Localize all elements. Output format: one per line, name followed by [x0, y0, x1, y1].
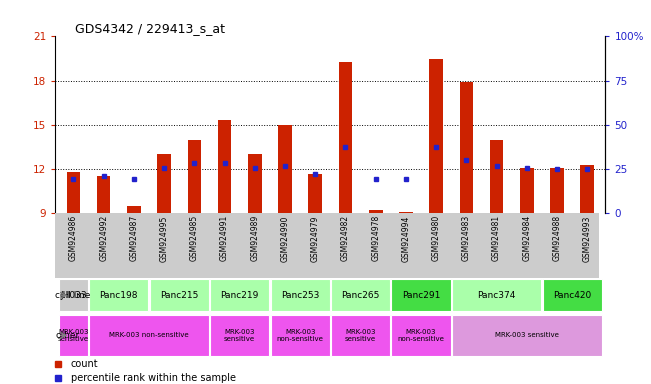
Bar	[271, 280, 330, 311]
Bar	[210, 280, 270, 311]
Text: GSM924989: GSM924989	[251, 215, 259, 262]
Text: JH033: JH033	[60, 291, 87, 300]
Bar	[89, 280, 148, 311]
Bar	[430, 59, 443, 213]
Bar	[581, 165, 594, 213]
Bar	[59, 315, 88, 356]
Text: MRK-003
non-sensitive: MRK-003 non-sensitive	[398, 329, 445, 342]
Bar	[520, 168, 534, 213]
Text: GSM924984: GSM924984	[522, 215, 531, 262]
Text: GSM924988: GSM924988	[553, 215, 562, 262]
Text: GSM924978: GSM924978	[371, 215, 380, 262]
Bar	[127, 206, 141, 213]
Text: MRK-003
sensitive: MRK-003 sensitive	[224, 329, 255, 342]
Text: GSM924981: GSM924981	[492, 215, 501, 262]
Text: Panc420: Panc420	[553, 291, 591, 300]
Bar	[369, 210, 383, 213]
Text: MRK-003 sensitive: MRK-003 sensitive	[495, 333, 559, 338]
Text: Panc265: Panc265	[341, 291, 380, 300]
Text: MRK-003 non-sensitive: MRK-003 non-sensitive	[109, 333, 189, 338]
Bar	[399, 212, 413, 213]
Bar	[331, 280, 390, 311]
Bar	[460, 82, 473, 213]
Bar	[158, 154, 171, 213]
Bar	[248, 154, 262, 213]
Bar	[66, 172, 80, 213]
Text: GSM924990: GSM924990	[281, 215, 290, 262]
Bar	[452, 315, 602, 356]
Bar	[490, 140, 503, 213]
Bar	[391, 280, 450, 311]
Text: GSM924992: GSM924992	[99, 215, 108, 262]
Text: GSM924993: GSM924993	[583, 215, 592, 262]
Bar	[542, 280, 602, 311]
Bar	[59, 280, 88, 311]
Bar	[210, 315, 270, 356]
Text: other: other	[55, 331, 79, 340]
Bar	[550, 168, 564, 213]
Text: MRK-003
sensitive: MRK-003 sensitive	[58, 329, 89, 342]
Text: Panc219: Panc219	[221, 291, 259, 300]
Text: Panc215: Panc215	[160, 291, 199, 300]
Bar	[187, 140, 201, 213]
Bar	[278, 125, 292, 213]
Text: GSM924987: GSM924987	[130, 215, 139, 262]
Text: GSM924979: GSM924979	[311, 215, 320, 262]
Text: Panc374: Panc374	[477, 291, 516, 300]
Text: GDS4342 / 229413_s_at: GDS4342 / 229413_s_at	[75, 22, 225, 35]
Text: GSM924983: GSM924983	[462, 215, 471, 262]
Bar	[97, 177, 111, 213]
Bar	[339, 61, 352, 213]
Text: GSM924980: GSM924980	[432, 215, 441, 262]
Bar	[89, 315, 209, 356]
Text: count: count	[71, 359, 98, 369]
Text: Panc291: Panc291	[402, 291, 440, 300]
Text: MRK-003
sensitive: MRK-003 sensitive	[345, 329, 376, 342]
Bar	[218, 121, 231, 213]
Text: cell line: cell line	[55, 291, 90, 300]
Text: GSM924982: GSM924982	[341, 215, 350, 262]
Bar	[309, 174, 322, 213]
Bar	[271, 315, 330, 356]
Text: Panc198: Panc198	[100, 291, 138, 300]
Bar	[150, 280, 209, 311]
Text: GSM924995: GSM924995	[159, 215, 169, 262]
Text: MRK-003
non-sensitive: MRK-003 non-sensitive	[277, 329, 324, 342]
Text: GSM924985: GSM924985	[190, 215, 199, 262]
Bar	[452, 280, 542, 311]
Text: Panc253: Panc253	[281, 291, 320, 300]
Text: percentile rank within the sample: percentile rank within the sample	[71, 373, 236, 383]
Text: GSM924991: GSM924991	[220, 215, 229, 262]
Text: GSM924994: GSM924994	[402, 215, 410, 262]
Bar	[391, 315, 450, 356]
Text: GSM924986: GSM924986	[69, 215, 78, 262]
Bar	[331, 315, 390, 356]
